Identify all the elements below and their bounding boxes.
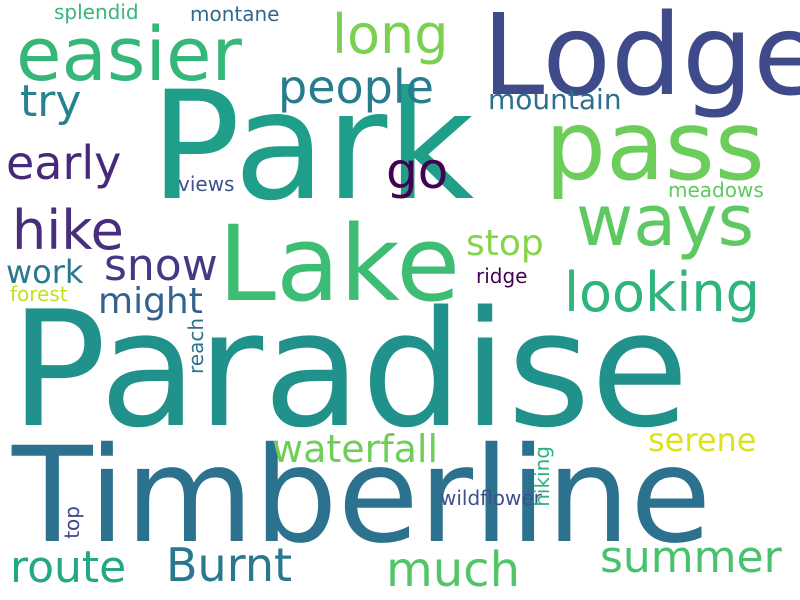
word-route: route <box>10 542 127 593</box>
word-meadows: meadows <box>668 178 764 202</box>
word-wildflower: reach <box>184 318 208 375</box>
word-ridge: ridge <box>476 264 528 288</box>
word-views: views <box>178 172 235 196</box>
word-work: work <box>6 253 84 291</box>
word-long: long <box>332 3 449 66</box>
word-forest: forest <box>10 282 68 306</box>
word-serene: serene <box>648 421 757 459</box>
word-reach: wildflower <box>440 486 542 510</box>
word-paradise: Paradise <box>10 276 689 463</box>
word-ways: ways <box>576 180 755 262</box>
word-try: try <box>20 76 82 127</box>
word-burnt: Burnt <box>166 538 293 592</box>
word-lodge: Lodge <box>482 0 800 121</box>
word-summer: summer <box>600 532 782 583</box>
word-park: Park <box>150 60 475 234</box>
word-splendid: splendid <box>54 0 139 24</box>
word-snow: snow <box>104 240 218 291</box>
word-timberline: Timberline <box>12 419 712 573</box>
word-montane: montane <box>190 2 280 26</box>
word-pass: pass <box>545 90 765 202</box>
word-stop: stop <box>466 223 544 264</box>
word-go: go <box>386 142 449 200</box>
word-people: people <box>278 60 434 114</box>
word-top: top <box>60 506 84 539</box>
word-easier: easier <box>16 12 242 98</box>
word-hiking: hiking <box>530 446 554 507</box>
word-looking: looking <box>564 261 760 324</box>
word-might: might <box>98 281 203 322</box>
word-hike: hike <box>12 199 124 262</box>
word-waterfall: waterfall <box>272 427 439 471</box>
word-much: much <box>386 542 520 598</box>
word-mountain: mountain <box>488 83 622 116</box>
word-early: early <box>6 136 122 190</box>
word-lake: Lake <box>218 203 461 325</box>
